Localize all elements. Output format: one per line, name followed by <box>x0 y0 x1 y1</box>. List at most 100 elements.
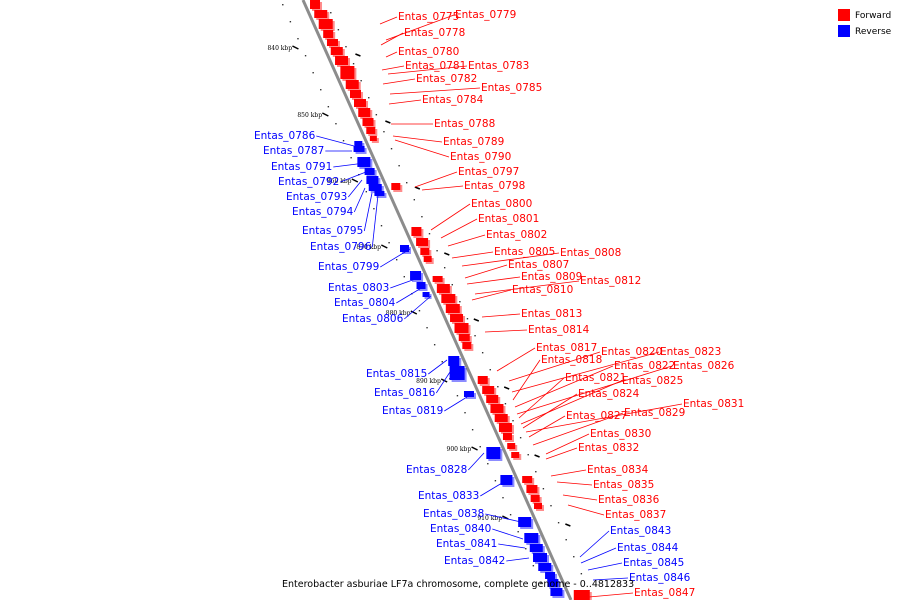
gene-label-entas-0817[interactable]: Entas_0817 <box>536 342 597 354</box>
gene-block[interactable] <box>573 590 590 600</box>
gene-block[interactable] <box>450 314 464 322</box>
gene-block[interactable] <box>354 99 367 107</box>
gene-label-entas-0832[interactable]: Entas_0832 <box>578 442 639 454</box>
gene-block[interactable] <box>358 108 371 117</box>
gene-label-entas-0812[interactable]: Entas_0812 <box>580 275 641 287</box>
gene-label-entas-0824[interactable]: Entas_0824 <box>578 388 640 400</box>
gene-block[interactable] <box>318 19 333 29</box>
gene-label-entas-0841[interactable]: Entas_0841 <box>436 538 497 550</box>
gene-block[interactable] <box>354 141 363 147</box>
gene-block[interactable] <box>477 376 488 384</box>
gene-block[interactable] <box>314 10 328 18</box>
gene-label-entas-0820[interactable]: Entas_0820 <box>601 346 662 358</box>
gene-label-entas-0836[interactable]: Entas_0836 <box>598 494 660 506</box>
gene-block[interactable] <box>335 56 349 65</box>
gene-block[interactable] <box>364 168 375 175</box>
gene-block[interactable] <box>362 118 374 126</box>
gene-label-entas-0790[interactable]: Entas_0790 <box>450 151 511 163</box>
gene-label-entas-0838[interactable]: Entas_0838 <box>423 508 484 520</box>
gene-block[interactable] <box>538 563 552 571</box>
gene-label-entas-0825[interactable]: Entas_0825 <box>622 375 683 387</box>
gene-label-entas-0847[interactable]: Entas_0847 <box>634 587 695 599</box>
gene-block[interactable] <box>369 136 377 141</box>
gene-block[interactable] <box>533 553 548 562</box>
gene-block[interactable] <box>349 90 361 98</box>
gene-label-entas-0795[interactable]: Entas_0795 <box>302 225 363 237</box>
gene-label-entas-0783[interactable]: Entas_0783 <box>468 60 529 72</box>
gene-block[interactable] <box>545 572 556 579</box>
gene-block[interactable] <box>449 366 465 380</box>
gene-label-entas-0846[interactable]: Entas_0846 <box>629 572 691 584</box>
gene-block[interactable] <box>502 433 512 440</box>
gene-block[interactable] <box>326 39 338 46</box>
gene-block[interactable] <box>498 423 512 432</box>
gene-label-entas-0844[interactable]: Entas_0844 <box>617 542 679 554</box>
gene-label-entas-0780[interactable]: Entas_0780 <box>398 46 459 58</box>
gene-label-entas-0785[interactable]: Entas_0785 <box>481 82 542 94</box>
gene-block[interactable] <box>368 184 382 191</box>
gene-block[interactable] <box>482 386 495 394</box>
gene-block[interactable] <box>486 395 499 403</box>
gene-label-entas-0818[interactable]: Entas_0818 <box>541 354 602 366</box>
gene-label-entas-0828[interactable]: Entas_0828 <box>406 464 467 476</box>
gene-label-entas-0840[interactable]: Entas_0840 <box>430 523 491 535</box>
gene-label-entas-0821[interactable]: Entas_0821 <box>565 372 626 384</box>
gene-label-entas-0815[interactable]: Entas_0815 <box>366 368 427 380</box>
gene-block[interactable] <box>422 292 430 297</box>
gene-label-entas-0796[interactable]: Entas_0796 <box>310 241 372 253</box>
gene-label-entas-0830[interactable]: Entas_0830 <box>590 428 651 440</box>
gene-block[interactable] <box>410 271 422 280</box>
gene-label-entas-0829[interactable]: Entas_0829 <box>624 407 685 419</box>
gene-label-entas-0775[interactable]: Entas_0775 <box>398 11 459 23</box>
gene-block[interactable] <box>340 66 355 79</box>
gene-block[interactable] <box>366 127 376 134</box>
gene-block[interactable] <box>441 294 456 303</box>
gene-block[interactable] <box>511 452 520 458</box>
gene-block[interactable] <box>547 579 559 587</box>
gene-block[interactable] <box>490 404 504 413</box>
gene-block[interactable] <box>486 447 501 459</box>
gene-label-entas-0798[interactable]: Entas_0798 <box>464 180 525 192</box>
gene-label-entas-0833[interactable]: Entas_0833 <box>418 490 479 502</box>
gene-label-entas-0813[interactable]: Entas_0813 <box>521 308 582 320</box>
gene-block[interactable] <box>330 47 343 55</box>
gene-block[interactable] <box>494 414 508 422</box>
gene-block[interactable] <box>524 533 539 543</box>
gene-block[interactable] <box>436 284 450 293</box>
gene-block[interactable] <box>391 183 401 190</box>
gene-block[interactable] <box>522 476 533 483</box>
gene-label-entas-0804[interactable]: Entas_0804 <box>334 297 396 309</box>
gene-label-entas-0788[interactable]: Entas_0788 <box>434 118 495 130</box>
gene-block[interactable] <box>416 238 429 246</box>
gene-block[interactable] <box>399 245 409 252</box>
gene-block[interactable] <box>463 391 474 397</box>
gene-block[interactable] <box>345 80 359 89</box>
gene-label-entas-0800[interactable]: Entas_0800 <box>471 198 532 210</box>
gene-label-entas-0805[interactable]: Entas_0805 <box>494 246 555 258</box>
gene-label-entas-0837[interactable]: Entas_0837 <box>605 509 666 521</box>
gene-block[interactable] <box>526 485 538 493</box>
gene-label-entas-0799[interactable]: Entas_0799 <box>318 261 379 273</box>
gene-label-entas-0842[interactable]: Entas_0842 <box>444 555 505 567</box>
gene-label-entas-0802[interactable]: Entas_0802 <box>486 229 547 241</box>
gene-label-entas-0816[interactable]: Entas_0816 <box>374 387 436 399</box>
gene-label-entas-0782[interactable]: Entas_0782 <box>416 73 477 85</box>
gene-label-entas-0779[interactable]: Entas_0779 <box>455 9 516 21</box>
gene-block[interactable] <box>529 544 543 552</box>
gene-label-entas-0823[interactable]: Entas_0823 <box>660 346 721 358</box>
gene-label-entas-0814[interactable]: Entas_0814 <box>528 324 590 336</box>
gene-block[interactable] <box>416 282 426 289</box>
gene-block[interactable] <box>458 334 470 341</box>
gene-block[interactable] <box>323 30 334 38</box>
gene-block[interactable] <box>518 517 532 527</box>
gene-label-entas-0808[interactable]: Entas_0808 <box>560 247 621 259</box>
gene-label-entas-0810[interactable]: Entas_0810 <box>512 284 573 296</box>
gene-block[interactable] <box>357 157 371 167</box>
gene-block[interactable] <box>550 588 563 596</box>
gene-block[interactable] <box>423 256 432 262</box>
gene-block[interactable] <box>445 304 460 313</box>
gene-label-entas-0786[interactable]: Entas_0786 <box>254 130 316 142</box>
gene-label-entas-0803[interactable]: Entas_0803 <box>328 282 389 294</box>
gene-label-entas-0781[interactable]: Entas_0781 <box>405 60 466 72</box>
gene-label-entas-0807[interactable]: Entas_0807 <box>508 259 569 271</box>
